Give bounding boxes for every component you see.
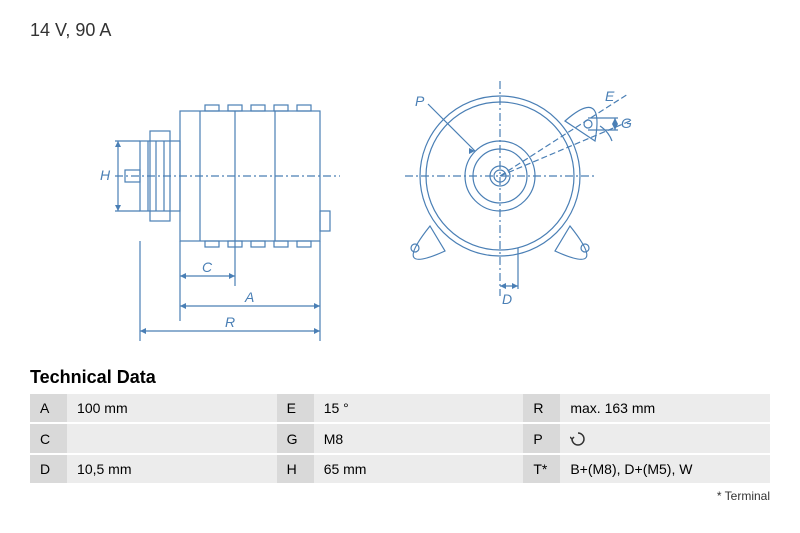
cell-label: D bbox=[30, 454, 67, 484]
svg-text:D: D bbox=[502, 291, 512, 307]
cell-label: P bbox=[523, 423, 560, 454]
cell-label: R bbox=[523, 394, 560, 423]
tech-data-title: Technical Data bbox=[30, 367, 770, 388]
table-row: C G M8 P bbox=[30, 423, 770, 454]
cell-label: H bbox=[277, 454, 314, 484]
svg-text:R: R bbox=[225, 314, 235, 330]
cell-value: max. 163 mm bbox=[560, 394, 770, 423]
cell-label: A bbox=[30, 394, 67, 423]
cell-label: T* bbox=[523, 454, 560, 484]
header-spec: 14 V, 90 A bbox=[30, 20, 770, 41]
cell-label: C bbox=[30, 423, 67, 454]
cell-value: 100 mm bbox=[67, 394, 277, 423]
cell-value bbox=[67, 423, 277, 454]
svg-text:E: E bbox=[605, 88, 615, 104]
cell-label: G bbox=[277, 423, 314, 454]
cell-value: M8 bbox=[314, 423, 524, 454]
tech-data-table: A 100 mm E 15 ° R max. 163 mm C G M8 P D… bbox=[30, 394, 770, 485]
svg-text:C: C bbox=[202, 259, 213, 275]
cell-value: 65 mm bbox=[314, 454, 524, 484]
footnote: * Terminal bbox=[30, 489, 770, 503]
svg-text:A: A bbox=[244, 289, 254, 305]
cell-value-rotation bbox=[560, 423, 770, 454]
svg-text:H: H bbox=[100, 167, 111, 183]
cell-value: B+(M8), D+(M5), W bbox=[560, 454, 770, 484]
technical-diagram: H C AR P EG D bbox=[30, 51, 770, 361]
rotation-icon bbox=[570, 431, 586, 447]
svg-text:P: P bbox=[415, 93, 425, 109]
table-row: D 10,5 mm H 65 mm T* B+(M8), D+(M5), W bbox=[30, 454, 770, 484]
svg-text:G: G bbox=[621, 115, 632, 131]
cell-label: E bbox=[277, 394, 314, 423]
cell-value: 10,5 mm bbox=[67, 454, 277, 484]
table-row: A 100 mm E 15 ° R max. 163 mm bbox=[30, 394, 770, 423]
cell-value: 15 ° bbox=[314, 394, 524, 423]
